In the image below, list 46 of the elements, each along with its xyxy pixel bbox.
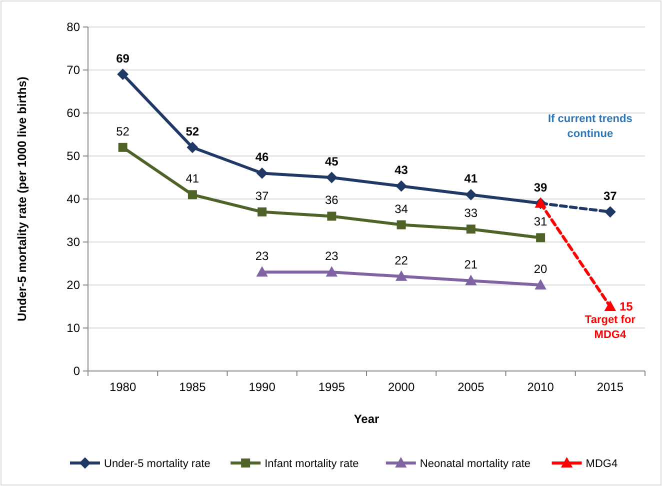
y-axis-title: Under-5 mortality rate (per 1000 live births) (15, 76, 29, 322)
x-tick-label: 1990 (248, 380, 276, 394)
x-tick-label: 1985 (179, 380, 206, 394)
data-label: 39 (534, 180, 548, 194)
y-tick-label: 0 (73, 364, 80, 378)
legend-label: Under-5 mortality rate (104, 458, 210, 470)
data-label: 46 (255, 150, 270, 164)
data-label: 41 (464, 172, 478, 186)
x-axis-title: Year (354, 412, 380, 426)
y-tick-label: 30 (66, 235, 80, 250)
data-label: 20 (534, 262, 548, 276)
x-tick-label: 2000 (388, 380, 415, 394)
x-tick-label: 1995 (318, 380, 346, 394)
data-label: 52 (116, 124, 130, 138)
data-label: 41 (186, 172, 200, 186)
y-tick-label: 60 (66, 106, 80, 120)
x-tick-label: 2005 (458, 380, 485, 394)
data-label: 31 (534, 214, 548, 229)
data-label: 43 (394, 163, 408, 178)
x-tick-label: 1980 (109, 380, 136, 394)
legend-label: Neonatal mortality rate (420, 458, 531, 470)
data-label: 45 (325, 154, 339, 168)
y-tick-label: 50 (66, 149, 80, 164)
data-label: 23 (325, 249, 339, 264)
data-label: 34 (394, 202, 408, 216)
data-label: 15 (620, 300, 634, 314)
legend-label: Infant mortality rate (264, 458, 359, 470)
data-label: 36 (325, 193, 339, 208)
data-label: 37 (604, 188, 618, 203)
data-label: 22 (394, 253, 408, 268)
annotation: If current trends continue (548, 113, 632, 140)
y-tick-label: 70 (66, 63, 80, 78)
data-label: 52 (186, 124, 200, 138)
data-label: 33 (464, 206, 478, 220)
annotation: Target for MDG4 (584, 314, 636, 341)
y-tick-label: 20 (66, 278, 80, 292)
x-tick-label: 2015 (596, 380, 624, 394)
data-label: 37 (255, 188, 270, 203)
legend-label: MDG4 (586, 458, 618, 470)
x-tick-label: 2010 (527, 380, 554, 394)
y-tick-label: 40 (66, 192, 80, 206)
data-label: 23 (255, 249, 270, 264)
data-label: 21 (464, 258, 478, 272)
y-tick-label: 10 (66, 321, 80, 336)
data-label: 69 (116, 51, 130, 66)
y-tick-label: 80 (66, 20, 80, 34)
